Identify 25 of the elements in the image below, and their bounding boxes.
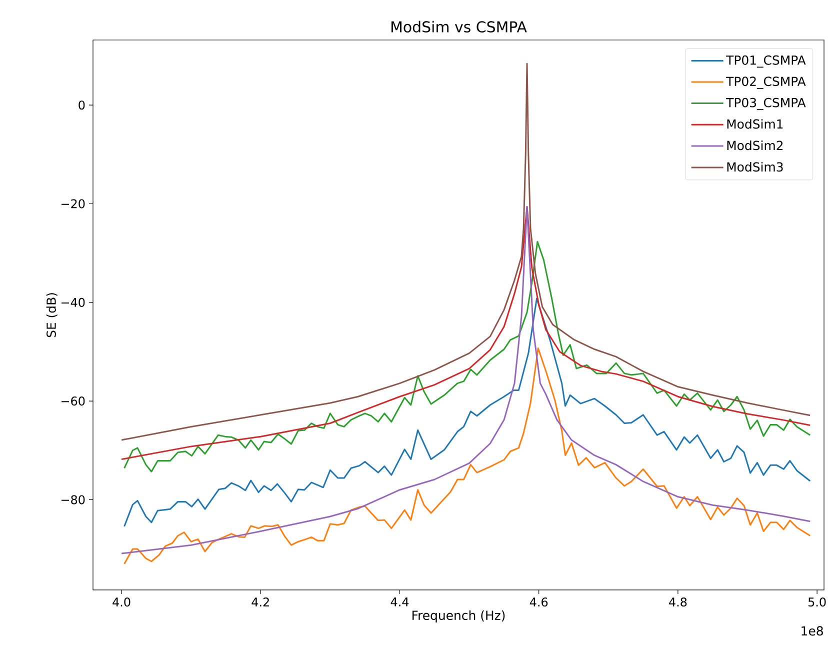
legend-label: ModSim3 xyxy=(727,162,783,172)
y-tick-label: −40 xyxy=(62,298,85,307)
legend-label: ModSim2 xyxy=(727,140,783,150)
y-tick-label: 0 xyxy=(78,100,85,110)
legend-label: TP01_CSMPA xyxy=(726,55,806,68)
line-series xyxy=(124,240,811,472)
legend-label: TP03_CSMPA xyxy=(726,98,806,110)
y-tick-label: −60 xyxy=(62,396,85,406)
y-tick-label: −20 xyxy=(62,199,85,208)
x-tick-label: 4.4 xyxy=(390,598,409,606)
text: 1e8 xyxy=(802,626,823,636)
legend-label: TP02_CSMPA xyxy=(726,76,806,89)
legend-label: ModSim1 xyxy=(727,119,783,129)
line-series xyxy=(124,298,811,528)
x-tick-label: 5.0 xyxy=(808,598,826,607)
line-series xyxy=(120,206,811,554)
x-axis-title: Frequench (Hz) xyxy=(412,610,505,622)
chart-title: ModSim vs CSMPA xyxy=(392,20,527,32)
y-axis-title: SE (dB) xyxy=(46,293,58,338)
line-series xyxy=(124,348,811,565)
y-tick-label: −80 xyxy=(62,495,85,504)
x-tick-label: 4.8 xyxy=(669,598,687,607)
x-tick-label: 4.0 xyxy=(112,598,130,607)
x-tick-label: 4.2 xyxy=(252,598,269,606)
x-tick-label: 4.6 xyxy=(530,598,548,607)
